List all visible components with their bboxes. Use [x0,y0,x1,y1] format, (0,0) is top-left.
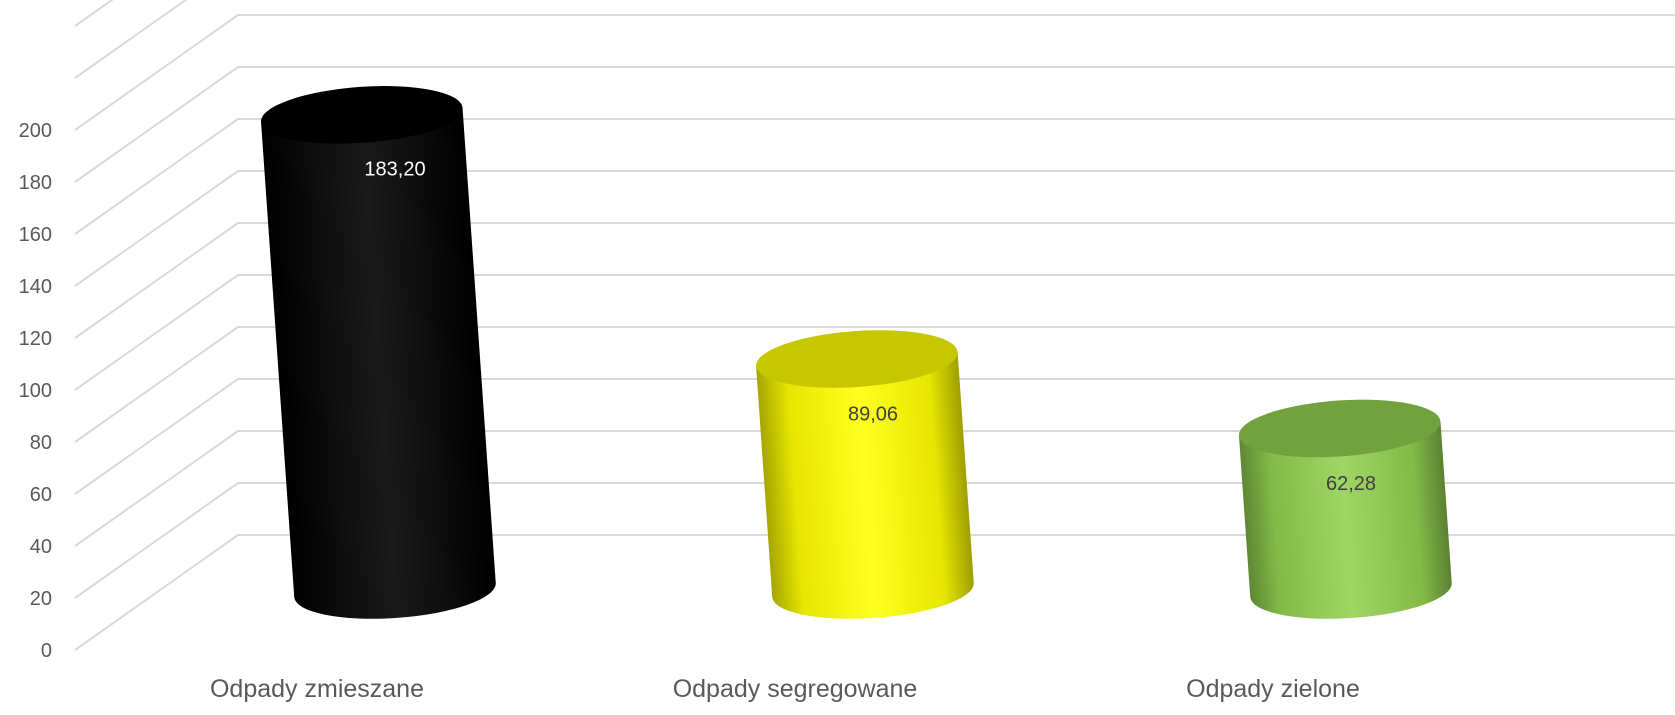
y-tick-label: 200 [19,120,52,142]
gridline [74,534,1675,651]
gridline [74,66,1675,183]
bar [756,330,974,619]
gridline [74,222,1675,339]
bars: 183,20 89,06 62,28 [261,86,1452,619]
bar-body [1238,421,1452,619]
gridline [74,482,1675,599]
bar-body [756,351,974,619]
y-tick-label: 0 [41,640,52,662]
y-tick-label: 180 [19,172,52,194]
x-axis: Odpady zmieszane Odpady segregowane Odpady… [210,675,1360,703]
y-tick-label: 100 [19,380,52,402]
gridline [74,0,188,79]
bar-top [756,330,958,388]
y-axis: 0 20 40 60 80 100 120 140 160 180 200 [19,120,52,662]
bar-top [1238,399,1441,458]
bar-top [261,86,463,144]
gridline [74,14,1675,131]
y-tick-label: 60 [30,484,52,506]
gridline [74,430,1675,547]
category-label: Odpady segregowane [673,675,918,703]
y-tick-label: 160 [19,224,52,246]
category-label: Odpady zielone [1186,675,1360,703]
y-tick-label: 120 [19,328,52,350]
bar-body [261,107,496,619]
y-tick-label: 140 [19,276,52,298]
bar [261,86,496,619]
gridline [74,0,114,27]
data-label: 62,28 [1326,473,1376,495]
gridline [74,118,1675,235]
y-tick-label: 20 [30,588,52,610]
category-label: Odpady zmieszane [210,675,424,703]
y-tick-label: 40 [30,536,52,558]
gridline [74,378,1675,495]
y-tick-label: 80 [30,432,52,454]
gridlines [74,0,1675,651]
bar [1238,399,1452,619]
gridline [74,274,1675,391]
data-label: 183,20 [364,159,425,181]
gridline [74,170,1675,287]
data-label: 89,06 [848,403,898,425]
gridline [74,326,1675,443]
